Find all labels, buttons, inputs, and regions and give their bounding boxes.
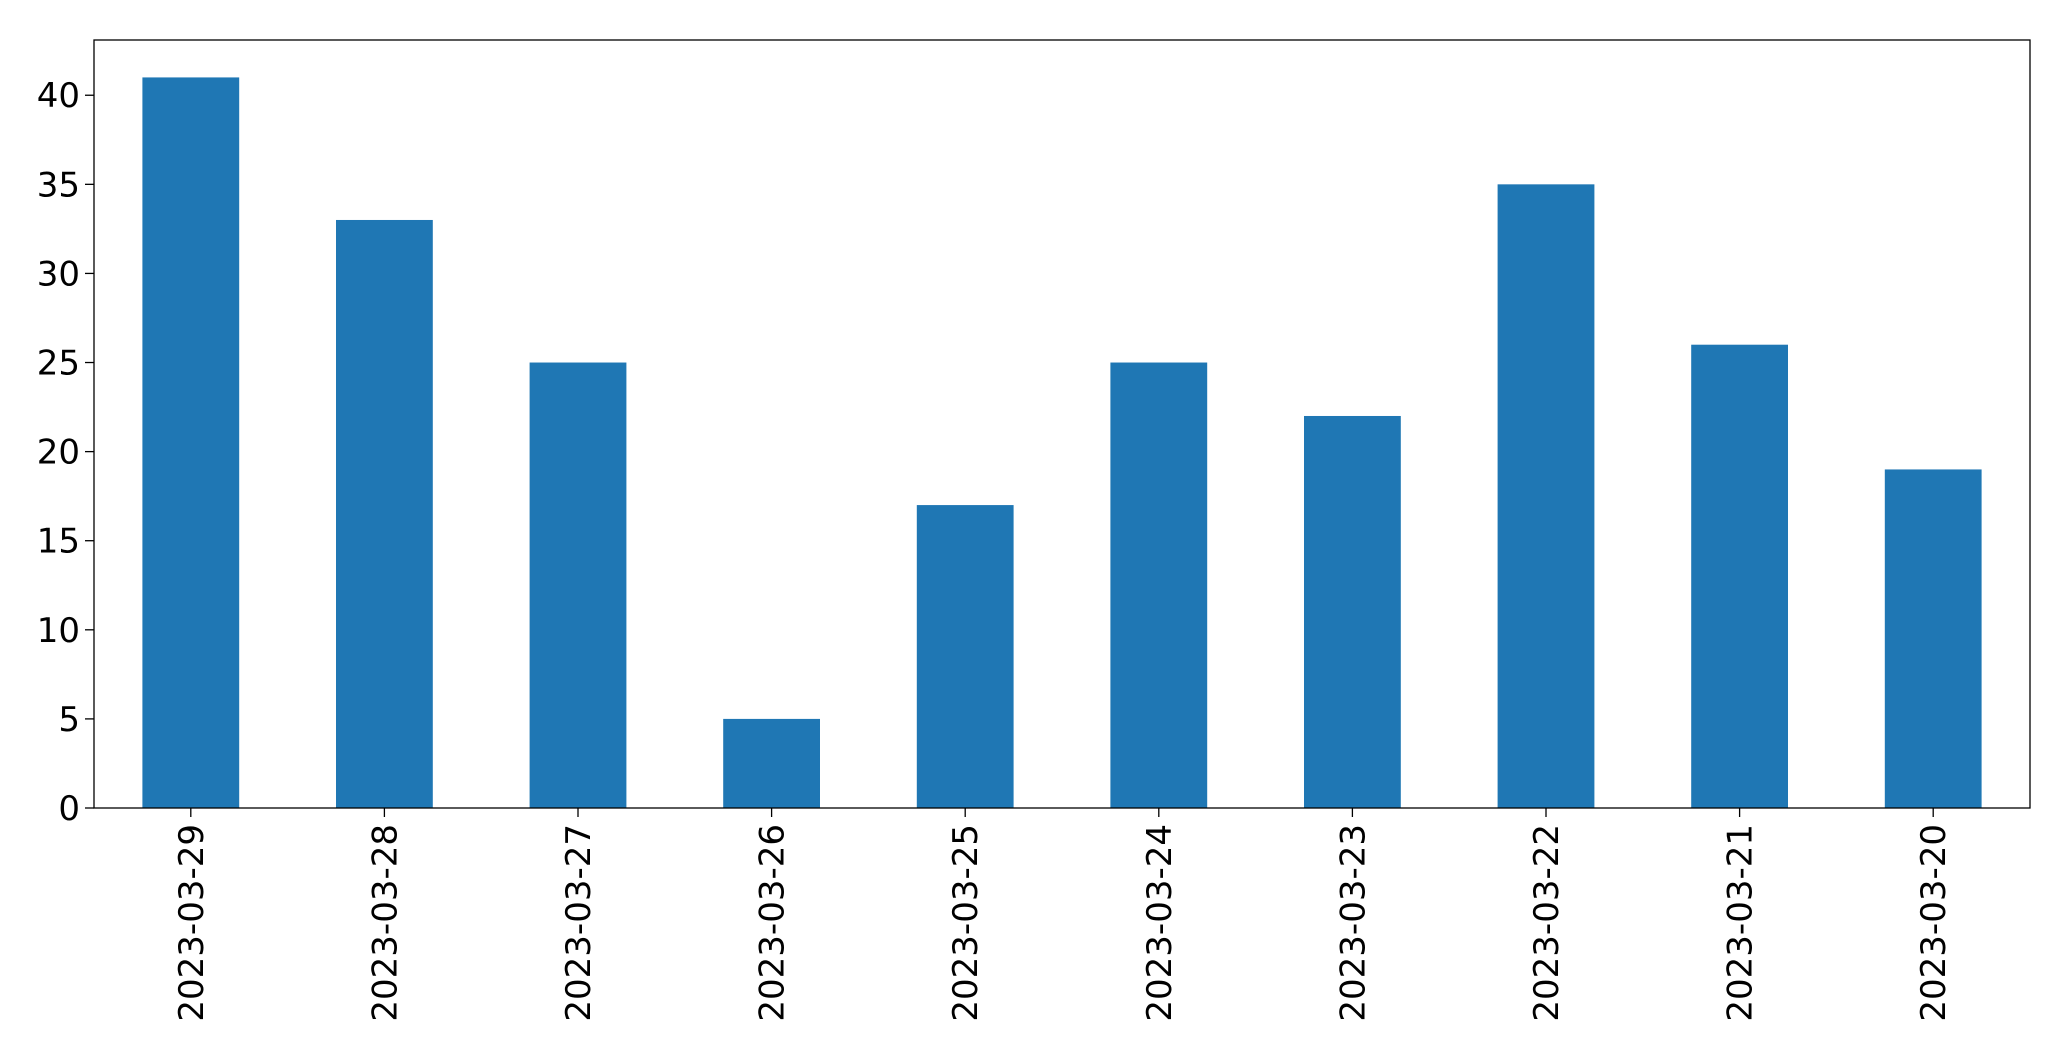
x-tick-label: 2023-03-29 [172, 824, 212, 1022]
y-tick-label: 20 [37, 433, 80, 473]
x-tick-label: 2023-03-23 [1333, 824, 1373, 1022]
bar [723, 718, 820, 808]
bar [1304, 415, 1401, 808]
y-tick-label: 35 [37, 165, 80, 205]
bar [336, 219, 433, 808]
bar [1884, 469, 1982, 808]
bar [916, 505, 1014, 808]
bar [529, 362, 627, 808]
plot-frame [93, 39, 2031, 809]
bar [142, 77, 240, 809]
x-tick-label: 2023-03-20 [1914, 824, 1954, 1022]
x-tick-label: 2023-03-28 [365, 824, 405, 1022]
y-tick-label: 0 [58, 789, 80, 829]
y-tick-label: 15 [37, 522, 80, 562]
y-tick-label: 25 [37, 344, 80, 384]
x-tick-label: 2023-03-25 [946, 824, 986, 1022]
x-tick-label: 2023-03-22 [1527, 824, 1567, 1022]
bar [1691, 344, 1788, 808]
bar [1497, 184, 1595, 808]
bar [1110, 362, 1208, 808]
x-tick-label: 2023-03-24 [1140, 824, 1180, 1022]
y-tick-label: 10 [37, 611, 80, 651]
y-tick-label: 30 [37, 254, 80, 294]
x-tick-label: 2023-03-21 [1721, 824, 1761, 1022]
y-tick-label: 5 [58, 700, 80, 740]
x-tick-label: 2023-03-26 [753, 824, 793, 1022]
y-tick-label: 40 [37, 76, 80, 116]
x-tick-label: 2023-03-27 [559, 824, 599, 1022]
